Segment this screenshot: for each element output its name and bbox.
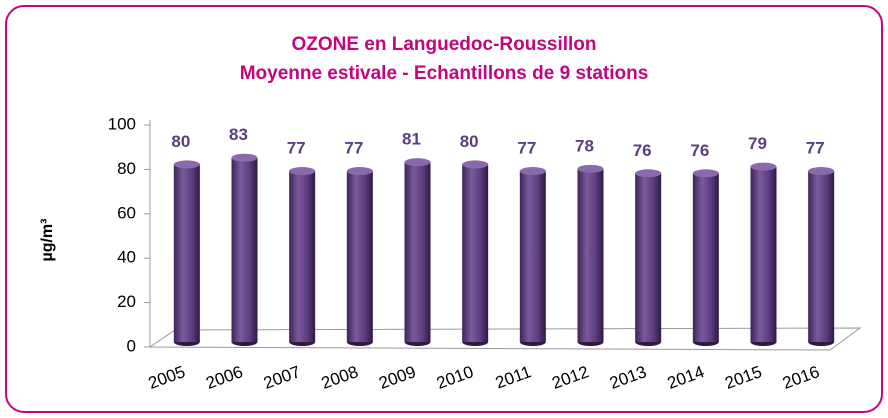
bar-part xyxy=(346,171,373,342)
bar-part xyxy=(577,168,604,342)
value-label: 80 xyxy=(460,132,479,151)
bar-part xyxy=(692,173,719,342)
y-tick-label: 20 xyxy=(117,292,136,311)
chart-subtitle: Moyenne estivale - Echantillons de 9 sta… xyxy=(240,63,649,84)
bar xyxy=(173,160,200,346)
bar xyxy=(577,164,604,346)
bar-part xyxy=(462,160,489,169)
bar xyxy=(692,169,719,346)
y-tick-label: 100 xyxy=(108,114,136,133)
bar xyxy=(404,158,431,346)
bar xyxy=(231,153,258,346)
bar-part xyxy=(750,166,777,342)
chart-border xyxy=(5,5,883,413)
bar xyxy=(289,167,316,346)
value-label: 77 xyxy=(344,139,363,158)
bar-part xyxy=(635,173,662,342)
y-tick-label: 40 xyxy=(117,248,136,267)
bar-part xyxy=(808,171,835,342)
bar-part xyxy=(173,164,200,342)
bar xyxy=(519,167,546,346)
chart-title: OZONE en Languedoc-Roussillon xyxy=(291,34,596,55)
bar-part xyxy=(462,164,489,342)
bar xyxy=(750,162,777,346)
value-label: 77 xyxy=(517,139,536,158)
bar-part xyxy=(404,162,431,342)
value-label: 78 xyxy=(575,136,594,155)
y-axis-label: µg/m³ xyxy=(39,219,56,262)
bar-part xyxy=(231,157,258,342)
bar-part xyxy=(519,171,546,342)
bar-part xyxy=(404,158,431,167)
y-tick-label: 0 xyxy=(127,336,136,355)
bar-part xyxy=(692,169,719,178)
value-label: 77 xyxy=(287,139,306,158)
y-tick-label: 60 xyxy=(117,203,136,222)
value-label: 76 xyxy=(690,141,709,160)
bar-part xyxy=(289,171,316,342)
y-tick-label: 80 xyxy=(117,159,136,178)
value-label: 77 xyxy=(806,139,825,158)
bar xyxy=(462,160,489,346)
value-label: 80 xyxy=(171,132,190,151)
bar-part xyxy=(519,167,546,176)
bar-part xyxy=(289,167,316,176)
value-label: 79 xyxy=(748,134,767,153)
bar-part xyxy=(635,169,662,178)
bar-part xyxy=(173,160,200,169)
floor xyxy=(148,327,862,351)
bar-part xyxy=(577,164,604,173)
bar-part xyxy=(808,167,835,176)
bar-part xyxy=(750,162,777,171)
bar-part xyxy=(346,167,373,176)
value-label: 83 xyxy=(229,125,248,144)
bar xyxy=(808,167,835,346)
value-label: 81 xyxy=(402,130,421,149)
bar-part xyxy=(231,153,258,162)
bar xyxy=(346,167,373,346)
bar xyxy=(635,169,662,346)
value-label: 76 xyxy=(633,141,652,160)
